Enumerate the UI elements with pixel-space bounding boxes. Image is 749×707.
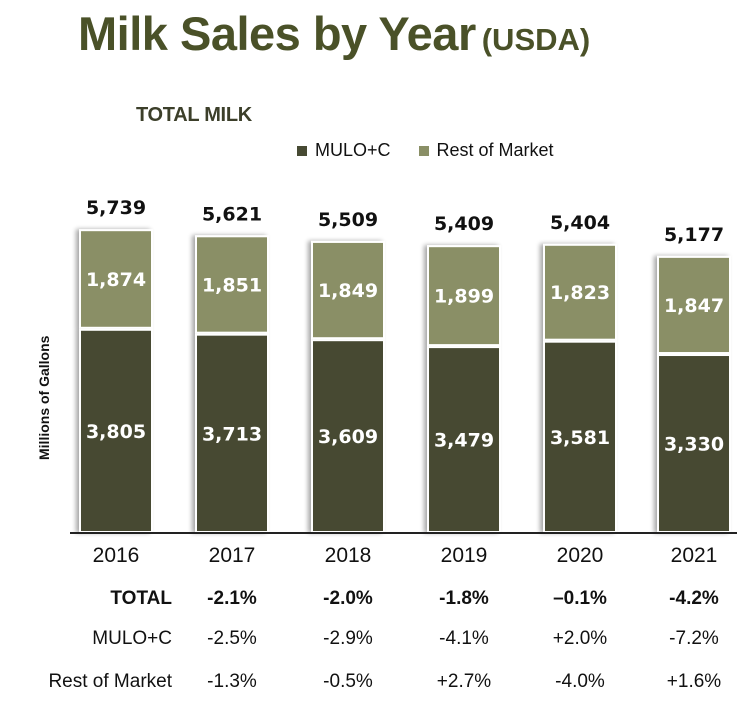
data-label-rest-2019: 1,899 bbox=[434, 286, 494, 308]
chart-subtitle: TOTAL MILK bbox=[136, 104, 252, 126]
total-label-2020: 5,404 bbox=[550, 212, 610, 234]
bar-rest-2020 bbox=[543, 243, 617, 341]
pct-change-2019: -1.8% bbox=[439, 588, 489, 609]
pct-change-2018: -2.9% bbox=[323, 628, 373, 649]
row-label: Rest of Market bbox=[48, 671, 172, 692]
total-label-2021: 5,177 bbox=[664, 224, 724, 246]
pct-change-2019: +2.7% bbox=[437, 671, 492, 692]
legend-label-mulo: MULO+C bbox=[315, 140, 391, 160]
data-label-mulo-2016: 3,805 bbox=[86, 421, 146, 443]
total-label-2018: 5,509 bbox=[318, 209, 378, 231]
chart-title-main: Milk Sales by Year bbox=[78, 7, 476, 60]
pct-change-2018: -0.5% bbox=[323, 671, 373, 692]
pct-change-2021: -4.2% bbox=[669, 588, 719, 609]
pct-change-2019: -4.1% bbox=[439, 628, 489, 649]
pct-change-2021: +1.6% bbox=[667, 671, 722, 692]
data-label-mulo-2019: 3,479 bbox=[434, 430, 494, 452]
chart-title-source: (USDA) bbox=[481, 22, 591, 57]
data-label-mulo-2018: 3,609 bbox=[318, 426, 378, 448]
data-label-rest-2018: 1,849 bbox=[318, 280, 378, 302]
row-label: TOTAL bbox=[110, 588, 172, 609]
change-table: TOTAL -2.1% -2.0% -1.8% –0.1% -4.2% MULO+C -2.5… bbox=[48, 588, 721, 692]
row-label: MULO+C bbox=[92, 628, 172, 649]
bars-group bbox=[79, 229, 731, 534]
pct-change-2021: -7.2% bbox=[669, 628, 719, 649]
bar-stack-2018 bbox=[311, 240, 385, 533]
data-label-mulo-2020: 3,581 bbox=[550, 427, 610, 449]
bar-mulo-2021 bbox=[657, 354, 731, 534]
table-row: MULO+C -2.5% -2.9% -4.1% +2.0% -7.2% bbox=[92, 628, 719, 649]
bar-stack-2021 bbox=[657, 255, 731, 534]
total-label-2019: 5,409 bbox=[434, 213, 494, 235]
bar-stack-2019 bbox=[427, 245, 501, 533]
legend-swatch-mulo bbox=[297, 145, 307, 156]
total-label-2017: 5,621 bbox=[202, 203, 262, 225]
legend-item-mulo: MULO+C bbox=[297, 140, 391, 161]
pct-change-2020: +2.0% bbox=[553, 628, 608, 649]
x-tick-2016: 2016 bbox=[93, 544, 140, 567]
x-tick-2017: 2017 bbox=[209, 544, 256, 567]
labels-group: 3,805 1,874 5,739 2016 3,713 1,851 5,621 2017 3,… bbox=[86, 197, 724, 567]
legend-label-rest: Rest of Market bbox=[436, 140, 554, 160]
pct-change-2020: –0.1% bbox=[553, 588, 607, 609]
bar-mulo-2016 bbox=[79, 328, 153, 533]
table-row: Rest of Market -1.3% -0.5% +2.7% -4.0% +1.6% bbox=[48, 671, 721, 692]
chart-title: Milk Sales by Year (USDA) bbox=[78, 6, 590, 61]
data-label-rest-2021: 1,847 bbox=[664, 295, 724, 317]
bar-rest-2021 bbox=[657, 255, 731, 355]
data-label-mulo-2021: 3,330 bbox=[664, 434, 724, 456]
bar-rest-2016 bbox=[79, 229, 153, 329]
x-tick-2021: 2021 bbox=[671, 544, 718, 567]
data-label-rest-2016: 1,874 bbox=[86, 269, 146, 291]
pct-change-2017: -2.1% bbox=[207, 588, 257, 609]
pct-change-2017: -2.5% bbox=[207, 628, 257, 649]
data-label-rest-2017: 1,851 bbox=[202, 274, 262, 296]
pct-change-2017: -1.3% bbox=[207, 671, 257, 692]
legend: MULO+C Rest of Market bbox=[297, 140, 582, 161]
bar-rest-2017 bbox=[195, 235, 269, 334]
data-label-rest-2020: 1,823 bbox=[550, 282, 610, 304]
pct-change-2018: -2.0% bbox=[323, 588, 373, 609]
bar-mulo-2019 bbox=[427, 346, 501, 533]
total-label-2016: 5,739 bbox=[86, 197, 146, 219]
legend-item-rest: Rest of Market bbox=[418, 140, 554, 161]
bar-rest-2018 bbox=[311, 240, 385, 340]
x-tick-2018: 2018 bbox=[325, 544, 372, 567]
bar-stack-2016 bbox=[79, 229, 153, 533]
table-row: TOTAL -2.1% -2.0% -1.8% –0.1% -4.2% bbox=[110, 588, 718, 609]
x-tick-2019: 2019 bbox=[441, 544, 488, 567]
legend-swatch-rest bbox=[418, 145, 429, 156]
pct-change-2020: -4.0% bbox=[555, 671, 605, 692]
bar-mulo-2018 bbox=[311, 339, 385, 533]
x-tick-2020: 2020 bbox=[557, 544, 604, 567]
bar-rest-2019 bbox=[427, 245, 501, 347]
data-label-mulo-2017: 3,713 bbox=[202, 423, 262, 445]
